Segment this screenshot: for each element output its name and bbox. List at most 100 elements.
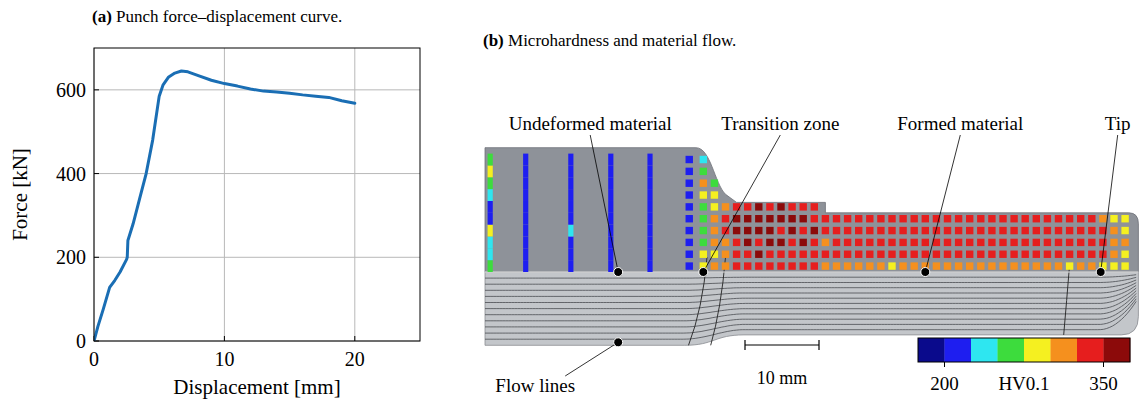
hardness-cell bbox=[922, 251, 929, 258]
hardness-cell bbox=[911, 239, 918, 246]
hardness-cell bbox=[833, 215, 840, 222]
hardness-cell bbox=[700, 227, 707, 234]
grid-line bbox=[94, 173, 420, 174]
leader-line bbox=[703, 135, 780, 272]
hardness-cell bbox=[1088, 262, 1095, 269]
hardness-cell bbox=[744, 215, 751, 222]
hardness-cell bbox=[722, 203, 729, 210]
hardness-cell bbox=[766, 262, 773, 269]
hardness-cell bbox=[1033, 227, 1040, 234]
hardness-cell bbox=[788, 215, 795, 222]
hardness-cell bbox=[899, 262, 906, 269]
tick-mark bbox=[94, 257, 99, 258]
hardness-cell bbox=[744, 262, 751, 269]
hardness-cell bbox=[955, 215, 962, 222]
hardness-cell bbox=[1066, 251, 1073, 258]
hardness-cell bbox=[888, 227, 895, 234]
hardness-cell bbox=[1044, 227, 1051, 234]
hardness-cell bbox=[977, 239, 984, 246]
hardness-cell bbox=[568, 248, 573, 260]
hardness-cell bbox=[999, 262, 1006, 269]
hardness-cell bbox=[933, 262, 940, 269]
grid-line bbox=[94, 257, 420, 258]
hardness-cell bbox=[523, 165, 528, 177]
annotation-dot bbox=[699, 268, 708, 277]
flow-line bbox=[485, 280, 1136, 290]
scale-bar-end bbox=[744, 340, 745, 350]
section-line bbox=[711, 257, 726, 345]
hardness-cell bbox=[608, 201, 613, 213]
colorbar-tick bbox=[1103, 362, 1104, 367]
hardness-cell bbox=[866, 251, 873, 258]
hardness-cell bbox=[523, 213, 528, 225]
hardness-cell bbox=[855, 262, 862, 269]
hardness-cell bbox=[488, 189, 493, 201]
hardness-cell bbox=[1110, 215, 1117, 222]
hardness-cell bbox=[608, 213, 613, 225]
hardness-cell bbox=[866, 239, 873, 246]
hardness-cell bbox=[811, 251, 818, 258]
hardness-cell bbox=[822, 215, 829, 222]
tick-mark bbox=[354, 336, 355, 341]
hardness-cell bbox=[733, 251, 740, 258]
hardness-cell bbox=[1088, 227, 1095, 234]
specimen-upper bbox=[485, 148, 1138, 272]
hardness-cell bbox=[1044, 262, 1051, 269]
hardness-cell bbox=[608, 177, 613, 189]
hardness-cell bbox=[711, 239, 718, 246]
hardness-cell bbox=[988, 227, 995, 234]
hardness-cell bbox=[722, 251, 729, 258]
specimen-lower bbox=[485, 272, 1138, 345]
hardness-cell bbox=[686, 239, 693, 246]
annotation-label: Tip bbox=[1105, 113, 1131, 134]
annotation-dot bbox=[614, 338, 623, 347]
hardness-cell bbox=[977, 227, 984, 234]
hardness-cell bbox=[700, 180, 707, 187]
centre-line bbox=[485, 272, 1138, 273]
hardness-cell bbox=[833, 227, 840, 234]
hardness-cell bbox=[523, 236, 528, 248]
hardness-cell bbox=[523, 189, 528, 201]
hardness-cell bbox=[1110, 227, 1117, 234]
hardness-cell bbox=[1088, 239, 1095, 246]
hardness-cell bbox=[966, 262, 973, 269]
colorbar-label: HV0.1 bbox=[998, 373, 1049, 394]
hardness-cell bbox=[811, 262, 818, 269]
hardness-cell bbox=[922, 227, 929, 234]
hardness-cell bbox=[1055, 239, 1062, 246]
annotation-label: Formed material bbox=[897, 113, 1023, 134]
hardness-cell bbox=[686, 227, 693, 234]
flow-line bbox=[485, 277, 1136, 284]
hardness-cell bbox=[1077, 251, 1084, 258]
plot-frame bbox=[94, 48, 420, 341]
hardness-cell bbox=[647, 213, 652, 225]
hardness-cell bbox=[911, 215, 918, 222]
colorbar-cell bbox=[998, 338, 1025, 362]
hardness-cell bbox=[1022, 251, 1029, 258]
hardness-cell bbox=[944, 239, 951, 246]
hardness-cell bbox=[1099, 215, 1106, 222]
annotation-dot bbox=[614, 268, 623, 277]
hardness-cell bbox=[647, 165, 652, 177]
colorbar-cell bbox=[1051, 338, 1078, 362]
colorbar-cell bbox=[1104, 338, 1131, 362]
hardness-cell bbox=[523, 201, 528, 213]
hardness-cell bbox=[755, 239, 762, 246]
hardness-cell bbox=[877, 262, 884, 269]
hardness-cell bbox=[800, 239, 807, 246]
hardness-cell bbox=[866, 227, 873, 234]
hardness-cell bbox=[877, 215, 884, 222]
axis-title: Displacement [mm] bbox=[173, 375, 340, 399]
hardness-cell bbox=[755, 227, 762, 234]
hardness-cell bbox=[911, 262, 918, 269]
hardness-cell bbox=[1010, 262, 1017, 269]
section-line bbox=[689, 257, 708, 345]
hardness-cell bbox=[988, 262, 995, 269]
hardness-cell bbox=[1055, 262, 1062, 269]
hardness-cell bbox=[966, 251, 973, 258]
hardness-cell bbox=[811, 203, 818, 210]
hardness-cell bbox=[733, 227, 740, 234]
hardness-cell bbox=[800, 227, 807, 234]
hardness-cell bbox=[488, 248, 493, 260]
hardness-cell bbox=[1110, 251, 1117, 258]
